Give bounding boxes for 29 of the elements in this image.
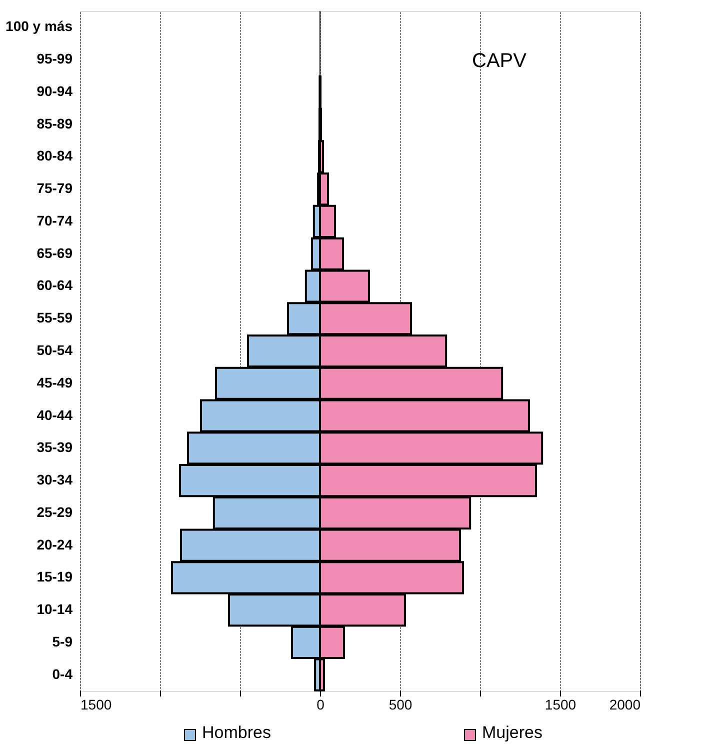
y-tick-label: 55-59: [36, 310, 73, 326]
legend-label: Hombres: [202, 723, 271, 742]
x-tick-label: 1500: [544, 696, 576, 712]
x-tick-label: 2000: [609, 696, 641, 712]
y-tick-label: 75-79: [36, 180, 73, 196]
x-tick-label: 0: [316, 696, 325, 712]
y-tick-label: 85-89: [36, 115, 73, 132]
y-tick-label: 25-29: [36, 504, 73, 520]
y-tick-label: 30-34: [36, 472, 73, 488]
y-tick-label: 50-54: [36, 342, 73, 358]
y-tick-label: 0-4: [52, 666, 73, 682]
y-tick-label: 15-19: [36, 568, 73, 585]
y-tick-label: 65-69: [36, 244, 73, 261]
y-tick-label: 80-84: [36, 148, 73, 164]
y-tick-label: 35-39: [36, 439, 73, 456]
y-tick-label: 20-24: [36, 536, 73, 552]
y-tick-label: 45-49: [36, 374, 73, 390]
y-tick-label: 100 y más: [6, 18, 73, 34]
annotation: CAPV: [472, 50, 528, 72]
x-tick-label: 1500: [80, 696, 112, 712]
y-tick-label: 10-14: [36, 601, 73, 618]
y-tick-label: 95-99: [36, 50, 73, 67]
y-tick-label: 70-74: [36, 212, 73, 228]
legend-label: Mujeres: [482, 723, 542, 742]
y-tick-label: 60-64: [36, 277, 73, 294]
x-tick-label: 500: [388, 696, 412, 712]
y-tick-label: 5-9: [52, 633, 73, 650]
y-tick-label: 40-44: [36, 406, 73, 423]
y-tick-label: 90-94: [36, 82, 73, 99]
